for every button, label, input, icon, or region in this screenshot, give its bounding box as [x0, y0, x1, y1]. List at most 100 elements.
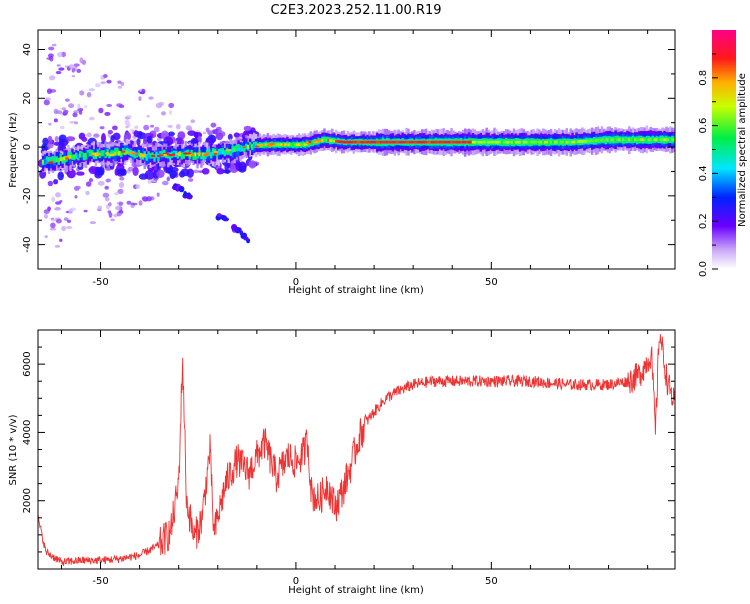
ridge-core	[137, 152, 141, 157]
noise-blob	[46, 88, 53, 94]
ridge-core	[522, 140, 525, 144]
noise-blob	[86, 92, 92, 98]
noise-blob	[169, 110, 172, 115]
core-spot	[267, 144, 273, 147]
core-spot	[202, 153, 209, 157]
ridge-core	[79, 153, 82, 158]
ridge-core	[395, 140, 398, 144]
x-tick-label: -50	[92, 277, 108, 288]
noise-blob	[48, 46, 55, 51]
ridge-core	[411, 140, 414, 144]
noise-blob	[54, 136, 59, 142]
snr-x-label: Height of straight line (km)	[288, 585, 424, 596]
core-spot	[196, 152, 202, 155]
ridge-core	[546, 140, 549, 144]
ridge-core	[381, 140, 385, 144]
ridge-core	[276, 143, 279, 146]
halo-blob	[133, 130, 140, 137]
snr-x-ticks: -50 0 50	[60, 330, 649, 587]
noise-blob	[97, 205, 103, 210]
ridge-core	[340, 140, 344, 144]
ridge-core	[180, 152, 183, 157]
ridge-core	[295, 143, 299, 146]
ridge-core	[495, 140, 498, 144]
ridge-core	[362, 140, 365, 144]
ridge-core	[446, 140, 449, 144]
noise-blob	[100, 81, 106, 85]
ridge-core	[252, 144, 256, 148]
noise-blob	[114, 192, 119, 196]
halo-blob	[144, 170, 155, 180]
ridge-core	[59, 157, 62, 162]
halo-blob	[121, 168, 127, 176]
ridge-core	[55, 158, 58, 163]
halo-blob	[136, 138, 141, 146]
ridge-core	[41, 159, 45, 164]
y-tick-label: -20	[22, 188, 33, 204]
noise-blob	[118, 201, 124, 206]
noise-blob	[53, 118, 58, 123]
ridge-core	[626, 138, 629, 142]
snr-y-ticks: 2000 4000 6000	[22, 329, 675, 570]
ridge-core	[321, 138, 324, 142]
noise-blob	[59, 238, 63, 242]
noise-blob	[55, 192, 61, 198]
colorbar-tick-label: 0.4	[698, 165, 709, 181]
ridge-core	[612, 138, 615, 142]
ridge-core	[602, 138, 606, 142]
noise-blob	[119, 176, 125, 181]
ridge-inner	[208, 148, 211, 155]
ridge-core	[534, 140, 537, 144]
noise-blob	[85, 190, 90, 196]
ridge-core	[637, 138, 641, 142]
noise-blob	[106, 79, 112, 84]
core-spot	[150, 154, 156, 158]
ridge-core	[594, 139, 598, 142]
noise-blob	[141, 196, 148, 201]
ridge-core	[571, 140, 574, 144]
core-spot	[304, 141, 310, 144]
noise-blob	[167, 125, 173, 128]
ridge-core	[194, 152, 197, 157]
ridge-inner	[114, 147, 117, 155]
ridge-core	[329, 139, 332, 142]
noise-blob	[120, 82, 125, 86]
ridge-core	[581, 140, 584, 143]
ridge-core	[350, 140, 353, 144]
halo-blob	[101, 133, 106, 143]
ridge-core	[542, 140, 545, 144]
noise-blob	[106, 103, 113, 108]
ridge-core	[632, 138, 635, 142]
colorbar-tick-label: 0.8	[698, 70, 709, 86]
y-tick-label: -40	[22, 236, 33, 252]
noise-blob	[117, 85, 123, 89]
colorbar-label: Normalized spectral amplitude	[737, 73, 748, 227]
ridge-core	[354, 140, 357, 144]
branch-blob	[241, 232, 247, 239]
ridge-core	[397, 140, 400, 144]
ridge-core	[645, 138, 649, 142]
ridge-core	[383, 140, 387, 144]
ridge-core	[663, 138, 666, 142]
core-spot	[120, 150, 126, 153]
noise-blob	[88, 178, 94, 183]
ridge-mid	[135, 147, 139, 156]
ridge-core	[440, 140, 443, 144]
noise-blob	[44, 97, 52, 100]
ridge-core	[649, 138, 652, 142]
noise-blob	[138, 200, 143, 206]
ridge-core	[438, 140, 441, 144]
ridge-core	[559, 140, 563, 144]
ridge-core	[630, 138, 633, 142]
ridge-core	[561, 140, 565, 144]
noise-blob	[115, 205, 122, 211]
core-spot	[128, 151, 134, 154]
ridge-mid	[49, 159, 53, 169]
noise-blob	[112, 125, 118, 131]
ridge-core	[419, 140, 422, 144]
y-tick-label: 20	[22, 92, 33, 105]
noise-blob	[50, 222, 56, 229]
ridge-core	[493, 140, 496, 144]
core-spot	[242, 146, 246, 149]
